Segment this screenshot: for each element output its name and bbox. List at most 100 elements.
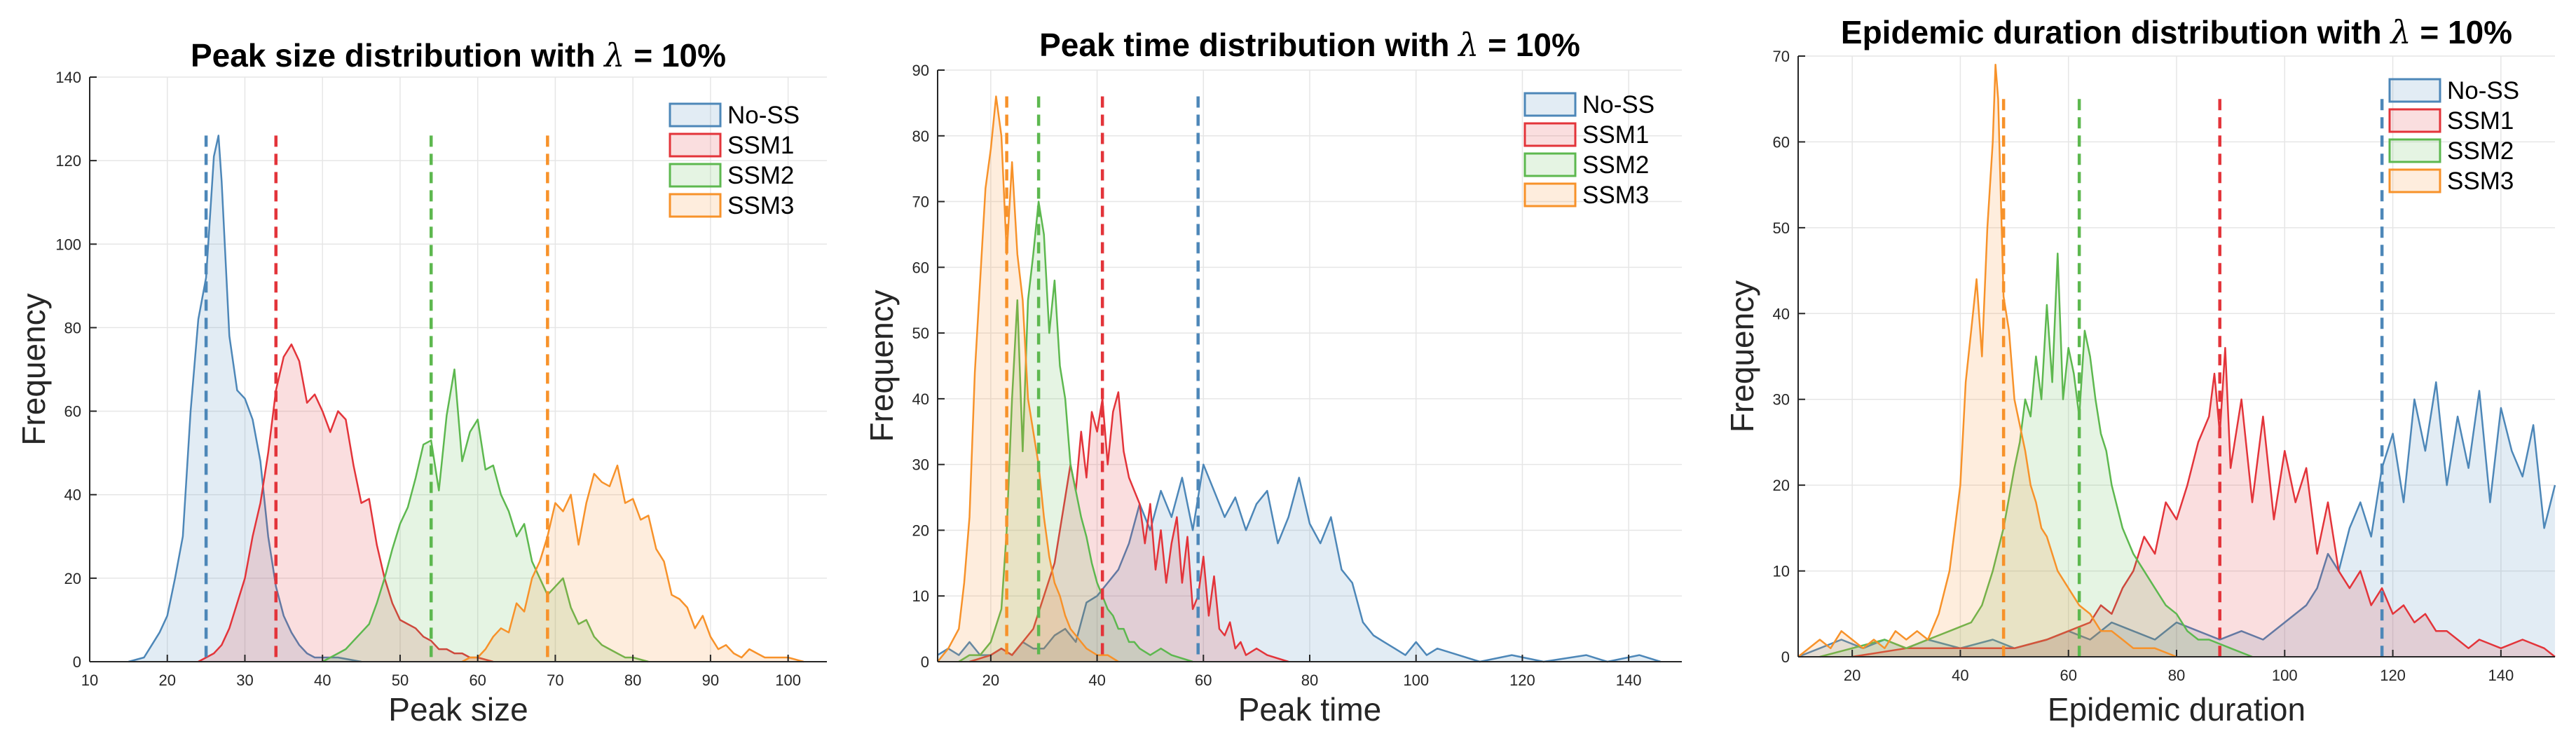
series-line-ssm3 [461, 464, 804, 663]
series-line-no-ss [128, 135, 362, 663]
legend-swatch-no-ss [1523, 92, 1577, 117]
y-tick-label: 20 [1773, 477, 1790, 494]
legend-label-ssm1: SSM1 [1582, 121, 1649, 149]
chart-panel-1: 10 20 30 40 50 60 70 80 90 100 0 20 40 60 80 100 120 140 P… [15, 36, 827, 728]
y-tick-label: 80 [64, 319, 81, 336]
series-line-ssm1 [198, 343, 494, 663]
legend-swatch-ssm1 [669, 132, 722, 158]
x-tick-label: 20 [1844, 667, 1861, 684]
x-tick-label: 70 [547, 672, 563, 689]
x-tick-label: 60 [2060, 667, 2076, 684]
y-tick-label: 40 [64, 486, 81, 504]
legend-label-ssm2: SSM2 [1582, 151, 1649, 179]
y-tick-label: 0 [73, 653, 81, 671]
x-tick-label: 100 [2272, 667, 2298, 684]
x-tick-label: 120 [2380, 667, 2406, 684]
x-tick-label: 40 [1088, 672, 1105, 689]
x-tick-label: 40 [1952, 667, 1968, 684]
y-tick-label: 0 [921, 653, 929, 671]
series-area-ssm1 [1852, 348, 2555, 657]
legend-label-ssm3: SSM3 [1582, 182, 1649, 209]
y-tick-label: 80 [912, 128, 929, 145]
series-line-no-ss [1797, 381, 2556, 658]
x-axis-title: Epidemic duration [2048, 691, 2306, 728]
y-axis-title: Frequency [1724, 280, 1760, 432]
x-tick-label: 20 [982, 672, 999, 689]
legend-label-ssm3: SSM3 [2447, 168, 2514, 195]
y-tick-label: 50 [912, 325, 929, 342]
series-line-ssm2 [322, 368, 649, 663]
series-area-no-ss [938, 464, 1661, 662]
series-area-ssm1 [969, 392, 1289, 662]
legend-swatch-ssm1 [2388, 108, 2441, 133]
x-tick-label: 120 [1509, 672, 1535, 689]
y-axis-title: Frequency [863, 289, 900, 442]
legend-swatch-ssm3 [1523, 182, 1577, 207]
x-tick-label: 50 [392, 672, 409, 689]
y-tick-label: 100 [55, 236, 81, 253]
legend-swatch-ssm3 [2388, 168, 2441, 193]
series-line-ssm3 [937, 95, 1119, 663]
chart-title: Peak size distribution with λ = 10% [191, 36, 726, 74]
y-tick-label: 10 [1773, 563, 1790, 580]
x-tick-label: 140 [2488, 667, 2514, 684]
series-line-ssm2 [1819, 252, 2253, 658]
legend-label-ssm2: SSM2 [727, 162, 794, 189]
series-line-ssm1 [1851, 347, 2556, 658]
y-axis-title: Frequency [15, 293, 52, 445]
chart-panel-3: 20 40 60 80 100 120 140 0 10 20 30 40 50 60 70 Epidemic… [1724, 13, 2556, 728]
series-area-no-ss [128, 135, 362, 662]
legend-label-ssm1: SSM1 [727, 132, 794, 159]
y-tick-label: 60 [1773, 133, 1790, 151]
legend-swatch-ssm2 [669, 163, 722, 188]
y-tick-label: 40 [912, 390, 929, 408]
x-tick-label: 100 [1403, 672, 1429, 689]
x-tick-label: 30 [236, 672, 253, 689]
chart-panel-2: 20 40 60 80 100 120 140 0 10 20 30 40 50 60 70 80 90 Peak… [863, 26, 1682, 728]
y-tick-label: 10 [912, 587, 929, 605]
y-tick-label: 30 [1773, 391, 1790, 409]
x-tick-label: 10 [81, 672, 98, 689]
series-line-ssm3 [1797, 63, 2177, 658]
y-tick-label: 0 [1781, 648, 1790, 666]
series-area-ssm2 [1819, 253, 2252, 657]
legend-swatch-no-ss [669, 102, 722, 128]
x-tick-label: 140 [1616, 672, 1642, 689]
y-tick-label: 70 [912, 193, 929, 211]
legend-label-no-ss: No-SS [2447, 77, 2519, 104]
y-tick-label: 20 [912, 522, 929, 539]
legend-label-ssm2: SSM2 [2447, 137, 2514, 165]
x-tick-label: 90 [702, 672, 719, 689]
y-tick-label: 90 [912, 62, 929, 79]
x-tick-label: 60 [1195, 672, 1212, 689]
x-tick-label: 40 [314, 672, 331, 689]
series-line-no-ss [937, 463, 1662, 663]
legend-swatch-ssm3 [669, 193, 722, 218]
y-tick-label: 60 [912, 259, 929, 276]
y-tick-label: 50 [1773, 219, 1790, 237]
x-axis-title: Peak size [388, 691, 528, 728]
y-tick-label: 120 [55, 152, 81, 170]
series-area-ssm3 [1798, 64, 2177, 657]
x-tick-label: 80 [2168, 667, 2185, 684]
legend-label-no-ss: No-SS [1582, 91, 1654, 118]
x-axis-title: Peak time [1238, 691, 1382, 728]
legend-swatch-no-ss [2388, 78, 2441, 103]
y-tick-label: 70 [1773, 48, 1790, 65]
series-area-ssm2 [322, 369, 649, 662]
legend-label-no-ss: No-SS [727, 102, 800, 129]
x-tick-label: 20 [158, 672, 175, 689]
series-line-ssm2 [958, 200, 1193, 663]
legend-label-ssm1: SSM1 [2447, 107, 2514, 135]
legend-swatch-ssm1 [1523, 122, 1577, 147]
legend-swatch-ssm2 [1523, 152, 1577, 177]
y-tick-label: 140 [55, 69, 81, 86]
x-tick-label: 80 [624, 672, 641, 689]
series-line-ssm1 [969, 391, 1289, 663]
chart-title: Epidemic duration distribution with λ = … [1841, 13, 2512, 51]
y-tick-label: 60 [64, 403, 81, 421]
legend-swatch-ssm2 [2388, 138, 2441, 163]
